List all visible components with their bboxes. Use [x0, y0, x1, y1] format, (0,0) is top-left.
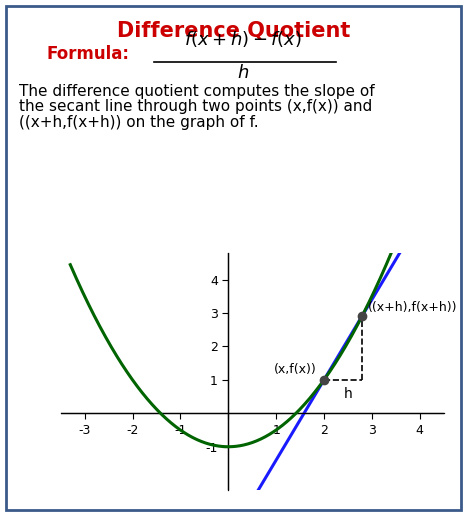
Text: (x,f(x)): (x,f(x)): [274, 363, 317, 376]
Text: Difference Quotient: Difference Quotient: [117, 21, 350, 41]
Text: $f(x+h)-f(x)$: $f(x+h)-f(x)$: [184, 29, 302, 49]
Text: Formula:: Formula:: [47, 45, 130, 63]
Text: ((x+h,f(x+h)) on the graph of f.: ((x+h,f(x+h)) on the graph of f.: [19, 115, 258, 130]
Text: The difference quotient computes the slope of: The difference quotient computes the slo…: [19, 84, 375, 99]
Text: h: h: [344, 387, 352, 401]
Text: ((x+h),f(x+h)): ((x+h),f(x+h)): [368, 301, 458, 314]
Text: the secant line through two points (x,f(x)) and: the secant line through two points (x,f(…: [19, 99, 372, 114]
Text: $h$: $h$: [237, 64, 249, 82]
